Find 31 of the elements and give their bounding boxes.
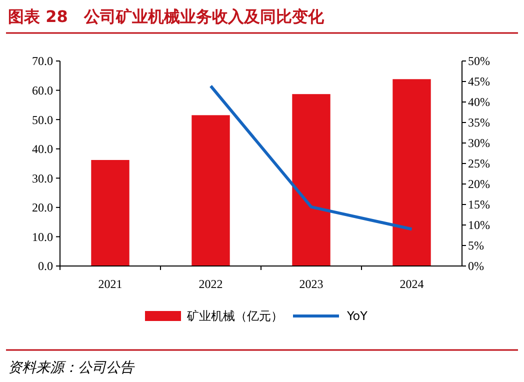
y-tick-label: 60.0 bbox=[32, 83, 53, 98]
x-tick-label: 2021 bbox=[98, 277, 122, 291]
y2-tick-label: 0% bbox=[468, 259, 484, 274]
y-tick-label: 0.0 bbox=[38, 259, 53, 274]
bar bbox=[192, 115, 230, 266]
x-tick-label: 2023 bbox=[299, 277, 324, 291]
y2-tick-label: 20% bbox=[468, 177, 490, 192]
y2-tick-label: 50% bbox=[468, 54, 490, 68]
y2-tick-label: 5% bbox=[468, 238, 484, 253]
bar bbox=[91, 160, 130, 266]
text: 资料来源：公司公告 bbox=[8, 360, 135, 376]
y-tick-label: 30.0 bbox=[32, 171, 53, 186]
bar bbox=[292, 94, 330, 266]
y2-tick-label: 10% bbox=[468, 218, 490, 232]
x-tick-label: 2022 bbox=[198, 277, 223, 291]
y-tick-label: 10.0 bbox=[32, 230, 53, 244]
y2-tick-label: 45% bbox=[468, 74, 490, 89]
legend-label: YoY bbox=[346, 309, 368, 324]
y2-tick-label: 25% bbox=[468, 156, 490, 171]
y2-tick-label: 30% bbox=[468, 136, 490, 150]
legend-label: 矿业机械（亿元） bbox=[186, 309, 283, 324]
y2-tick-label: 40% bbox=[468, 95, 490, 110]
y-tick-label: 20.0 bbox=[32, 200, 53, 215]
y-tick-label: 50.0 bbox=[32, 112, 53, 127]
x-tick-label: 2024 bbox=[400, 277, 424, 291]
bar bbox=[392, 79, 431, 266]
y2-tick-label: 35% bbox=[468, 116, 490, 130]
chart-title: 图表 28 公司矿业机械业务收入及同比变化 bbox=[8, 7, 325, 26]
y-tick-label: 70.0 bbox=[32, 54, 53, 68]
y-tick-label: 40.0 bbox=[32, 142, 53, 156]
y2-tick-label: 15% bbox=[468, 198, 490, 212]
